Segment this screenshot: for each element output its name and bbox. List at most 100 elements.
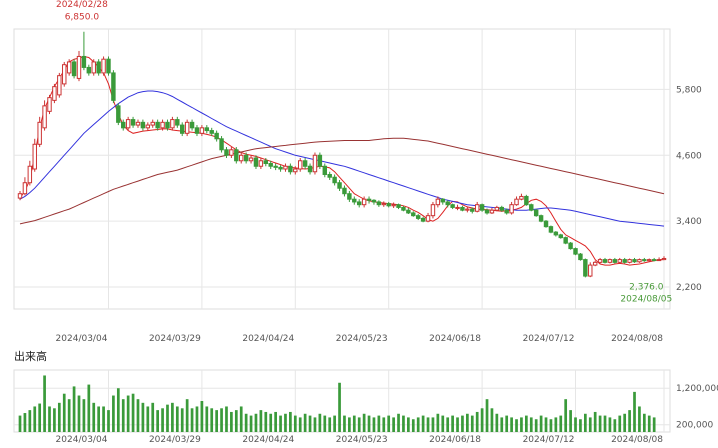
candle [32,138,37,172]
volume-bar [397,413,400,432]
volume-bar [431,417,435,432]
price-x-tick-label: 2024/04/24 [242,334,294,344]
volume-bar [92,402,96,432]
volume-bar [524,415,528,432]
volume-bar [23,413,27,432]
candle [111,70,116,104]
volume-bar [475,411,479,432]
candle-body-up [42,105,47,129]
candle [617,257,622,264]
volume-bar [264,411,268,432]
candle-body-down [558,234,563,239]
price-x-tick-label: 2024/08/08 [611,334,663,344]
volume-bar [205,406,209,432]
volume-bar [470,415,474,432]
candle [150,119,155,128]
candle-body-down [470,208,475,212]
volume-bar [244,413,248,432]
candle-body-down [204,127,210,132]
candle [184,119,190,137]
price-x-tick-label: 2024/05/23 [336,334,388,344]
candle [406,207,411,215]
candle-body-down [450,204,455,208]
candle [450,203,455,210]
volume-bar [515,419,518,432]
candle [415,214,421,221]
candle [199,125,205,137]
volume-bar [274,411,277,432]
candle-body-down [352,198,357,203]
volume-bar [175,406,179,432]
candle-body-up [425,215,431,222]
candle [548,225,554,234]
volume-bar [549,419,553,432]
volume-bar [303,413,307,432]
volume-bar [43,375,46,432]
candle [607,258,613,264]
price-x-tick-label: 2024/03/04 [56,334,108,344]
candlesticks [17,31,667,278]
volume-bar [633,391,636,432]
volume-bar [38,403,42,432]
candle-body-up [32,143,37,170]
candle [209,127,214,137]
volume-bar [618,415,622,432]
candle [465,206,470,213]
candle [622,257,627,264]
candle-body-up [381,203,387,206]
candle-body-down [175,119,180,126]
volume-bar [411,419,415,432]
volume-bar [313,417,317,432]
candle [637,258,642,263]
volume-bar [284,413,287,432]
candle [342,185,347,197]
candle [460,205,465,212]
candle-body-up [248,157,254,162]
volume-x-ticks: 2024/03/04 2024/03/29 2024/04/24 2024/05/23… [56,435,664,445]
candle-body-up [27,165,33,184]
candle [573,247,578,256]
candle-body-up [66,61,72,74]
candle [440,198,445,205]
candle [337,179,342,191]
candle-body-up [170,119,175,129]
volume-bar [613,419,617,432]
candle-body-up [125,119,131,129]
volume-bar [97,406,101,432]
candle [317,152,323,169]
candle [484,208,490,215]
candle-body-down [479,204,485,211]
ma-short-line [19,55,664,266]
candle [366,196,372,204]
volume-bar [529,417,533,432]
volume-bar [539,415,543,432]
volume-bar [53,408,56,432]
candle-body-up [150,121,155,126]
candle [553,231,559,237]
candle [293,166,298,175]
candle-body-down [602,259,608,263]
volume-x-tick-label: 2024/04/24 [242,435,294,445]
volume-bar [436,413,440,432]
volume-bar [87,384,91,432]
volume-bar [77,395,81,432]
volume-bar [210,408,214,432]
candle [563,236,568,245]
volume-tick-label: 200,000 [676,421,713,431]
volume-bar [377,415,381,432]
candle [243,152,249,164]
candle [62,61,67,87]
candle-body-up [47,97,52,112]
volume-bar [259,410,263,432]
volume-bar [234,410,238,432]
candle [371,199,377,205]
candle-body-up [661,257,667,261]
candle [499,205,504,212]
candle-body-down [111,72,116,101]
candle-body-up [637,259,642,263]
volume-bars [18,375,656,432]
volume-bar [343,415,346,432]
volume-bar [402,415,405,432]
volume-bar [215,410,218,432]
volume-x-tick-label: 2024/05/23 [336,435,388,445]
